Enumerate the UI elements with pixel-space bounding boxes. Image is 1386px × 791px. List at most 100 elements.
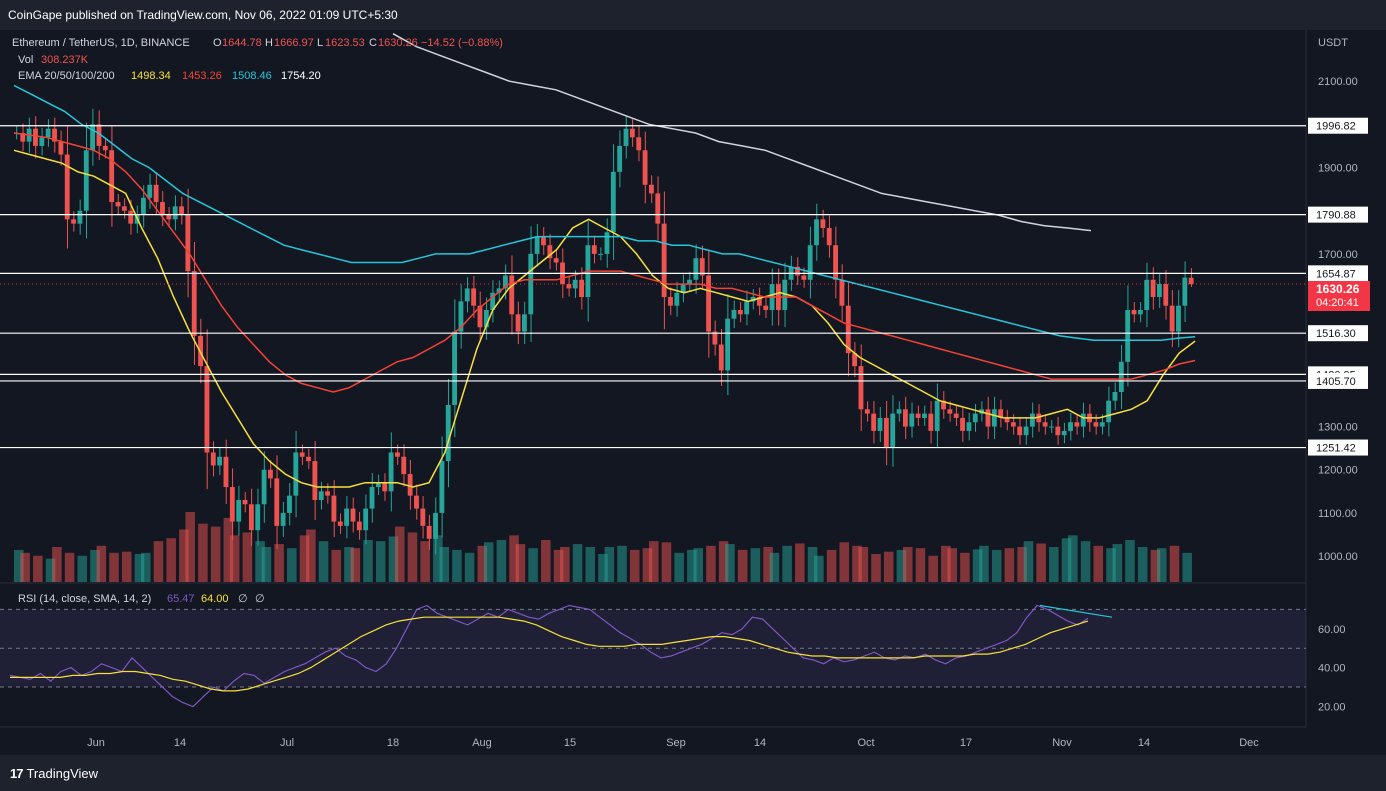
candle-body: [782, 279, 788, 310]
candle-body: [306, 456, 311, 462]
publisher-bar: CoinGape published on TradingView.com, N…: [0, 0, 1386, 30]
volume-bar: [134, 554, 145, 582]
volume-bar: [979, 545, 989, 582]
footer-bar: 17 TradingView: [0, 755, 1386, 791]
volume-bar: [737, 549, 748, 582]
candle-body: [420, 508, 426, 526]
legend-rsi-extra-2: ∅: [255, 593, 265, 605]
candle-body: [1163, 284, 1169, 306]
candle-body: [179, 206, 184, 216]
candle-body: [496, 288, 502, 293]
candle-body: [318, 491, 324, 500]
legend-vol-label: Vol: [18, 54, 33, 66]
candle-body: [210, 452, 216, 466]
candle-body: [890, 413, 896, 449]
level-tag: [1308, 325, 1368, 342]
volume-bar: [255, 541, 265, 582]
volume-bar: [852, 545, 862, 582]
candle-body: [534, 236, 540, 254]
candle-body: [1099, 422, 1105, 427]
candle-body: [268, 469, 273, 479]
volume-bar: [1093, 545, 1104, 582]
candle-body: [369, 487, 375, 509]
candle-body: [661, 223, 667, 298]
candle-body: [883, 417, 889, 449]
candle-body: [795, 266, 800, 276]
candle-body: [826, 227, 832, 246]
candle-body: [845, 305, 851, 354]
candle-body: [217, 456, 223, 466]
volume-bars: [14, 512, 1192, 582]
rsi-tick-label: 60.00: [1318, 624, 1346, 636]
candle-body: [674, 292, 680, 306]
level-label: 1405.70: [1316, 376, 1356, 388]
legend-ema-label: EMA 20/50/100/200: [18, 70, 115, 82]
volume-bar: [839, 542, 850, 582]
volume-bar: [858, 547, 869, 582]
candle-body: [293, 452, 299, 496]
volume-bar: [1125, 540, 1135, 582]
candle-body: [579, 279, 584, 298]
candle-body: [464, 288, 470, 302]
volume-bar: [52, 547, 62, 582]
candle-body: [255, 504, 261, 531]
legend-symbol: Ethereum / TetherUS, 1D, BINANCE: [12, 37, 190, 49]
volume-bar: [763, 547, 773, 582]
volume-bar: [718, 541, 729, 582]
candle-body: [77, 210, 83, 224]
candle-body: [915, 413, 921, 418]
volume-bar: [210, 526, 221, 582]
candle-body: [471, 288, 477, 306]
candle-body: [928, 413, 934, 431]
volume-bar: [642, 548, 653, 582]
candle-body: [922, 413, 927, 418]
volume-bar: [871, 554, 881, 582]
price-chart[interactable]: 1996.821790.881654.871516.301420.951405.…: [0, 30, 1386, 755]
candle-body: [1061, 430, 1067, 436]
volume-bar: [649, 541, 659, 582]
volume-bar: [223, 517, 234, 582]
candle-body: [382, 482, 388, 492]
candle-body: [439, 461, 445, 513]
candle-body: [750, 297, 756, 302]
volume-bar: [782, 545, 792, 582]
candle-body: [185, 215, 191, 272]
volume-bar: [90, 549, 100, 582]
candle-body: [395, 452, 400, 457]
candle-body: [668, 297, 673, 306]
candle-body: [839, 279, 845, 306]
candle-body: [204, 366, 210, 453]
volume-bar: [1004, 548, 1015, 582]
candle-body: [972, 413, 978, 423]
volume-bar: [1036, 543, 1046, 582]
volume-bar: [661, 542, 672, 582]
level-label: 1790.88: [1316, 210, 1356, 222]
candle-body: [1080, 413, 1086, 427]
level-label: 1996.82: [1316, 121, 1356, 133]
volume-bar: [1157, 548, 1167, 582]
time-tick-label: Nov: [1052, 737, 1072, 749]
volume-bar: [585, 547, 596, 582]
candle-body: [39, 137, 45, 146]
candle-body: [64, 154, 70, 220]
candle-body: [572, 279, 578, 289]
candle-body: [801, 275, 807, 280]
candle-body: [1125, 310, 1131, 362]
candle-body: [642, 150, 648, 185]
volume-bar: [1080, 541, 1091, 582]
candle-body: [610, 171, 616, 233]
volume-bar: [560, 547, 570, 582]
candle-body: [96, 124, 102, 146]
candle-body: [1049, 426, 1054, 428]
candle-body: [953, 413, 959, 418]
time-tick-label: Jul: [280, 737, 294, 749]
candle-body: [947, 409, 953, 414]
legend-high: 1666.97: [274, 37, 314, 49]
candle-body: [153, 184, 159, 203]
legend-rsi-extra-1: ∅: [238, 593, 248, 605]
candle-body: [223, 456, 229, 488]
legend-close-label: C: [369, 37, 377, 49]
candle-body: [903, 409, 908, 427]
candle-body: [737, 310, 743, 315]
volume-bar: [960, 552, 970, 582]
